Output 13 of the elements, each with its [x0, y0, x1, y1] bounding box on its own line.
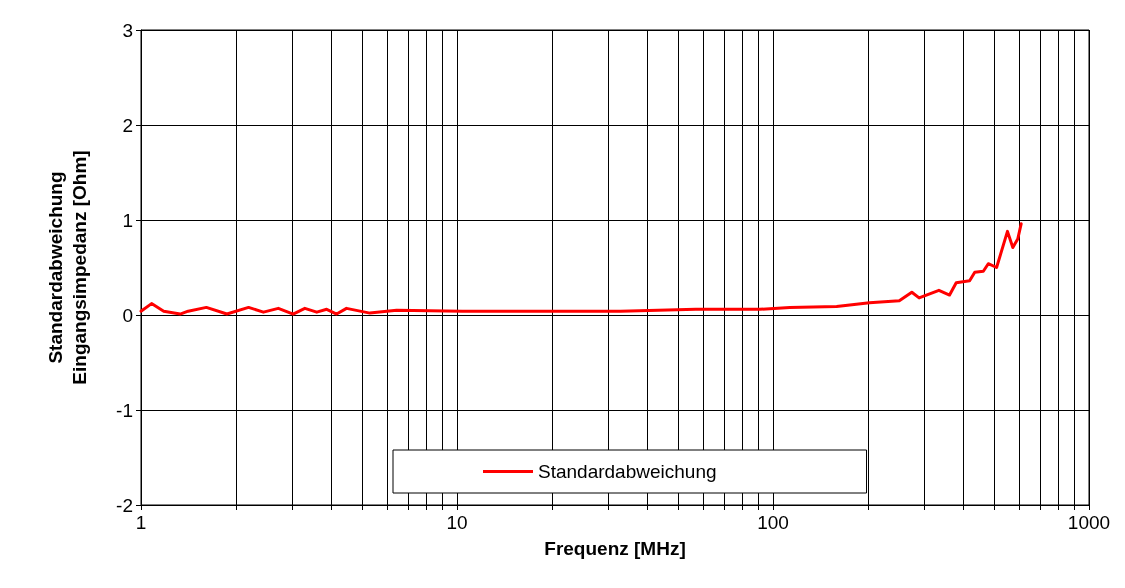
legend-label: Standardabweichung: [538, 461, 717, 482]
y-tick-label: 1: [122, 209, 133, 231]
y-tick-label: -2: [116, 494, 133, 516]
x-tick-label: 1: [135, 512, 147, 533]
x-tick-label: 10: [446, 512, 468, 533]
y-axis-title: Standardabweichung Eingangsimpedanz [Ohm]: [44, 150, 90, 385]
x-tick-label: 1000: [1067, 512, 1111, 533]
y-tick-label: -1: [116, 399, 133, 421]
y-tick-label: 2: [122, 114, 133, 136]
x-axis-title: Frequenz [MHz]: [544, 538, 686, 560]
x-tick-label: 100: [757, 512, 789, 533]
y-tick-label: 3: [122, 19, 133, 41]
y-tick-label: 0: [122, 304, 133, 326]
